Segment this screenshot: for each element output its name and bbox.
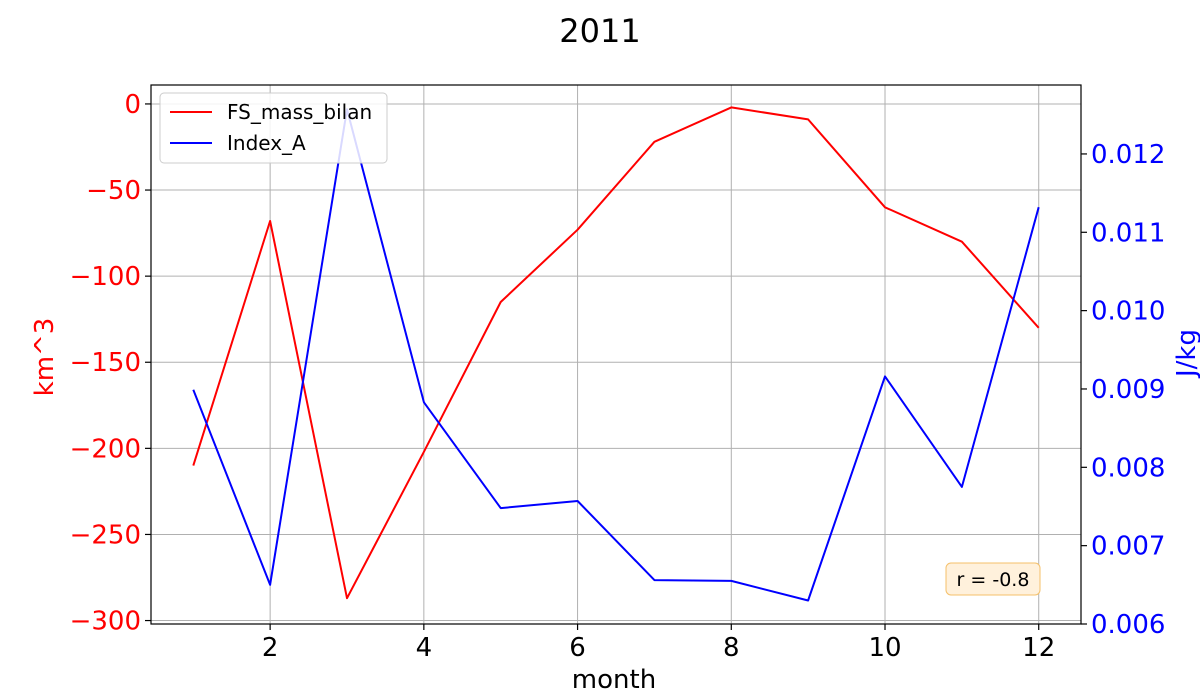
right-tick-label: 0.012: [1091, 140, 1165, 170]
left-axis-ticks: 0 −50 −100 −150 −200 −250 −300: [70, 90, 151, 637]
left-tick-label: −250: [70, 520, 141, 550]
left-tick-label: −50: [86, 176, 141, 206]
series-line-fs-mass-bilan: [192, 106, 1040, 600]
annotation-text: r = -0.8: [957, 569, 1030, 591]
x-axis-label: month: [572, 665, 656, 695]
x-tick-label: 4: [416, 633, 433, 663]
series-lines: [192, 106, 1040, 602]
left-axis-label: km^3: [30, 318, 60, 397]
left-tick-label: −200: [70, 434, 141, 464]
grid: [151, 85, 1081, 624]
legend: FS_mass_bilan Index_A: [159, 92, 388, 164]
x-tick-label: 6: [569, 633, 586, 663]
series-line-index-a: [192, 108, 1040, 602]
legend-label-fs-mass-bilan: FS_mass_bilan: [227, 100, 372, 124]
correlation-annotation: r = -0.8: [945, 562, 1041, 596]
right-axis-ticks: 0.006 0.007 0.008 0.009 0.010 0.011 0.012: [1081, 140, 1165, 640]
x-tick-label: 12: [1022, 633, 1055, 663]
legend-label-index-a: Index_A: [227, 131, 306, 155]
plot-frame: [150, 84, 1082, 625]
right-axis-label: J/kg: [1172, 329, 1200, 379]
right-tick-label: 0.011: [1091, 218, 1165, 248]
left-tick-label: −100: [70, 262, 141, 292]
left-tick-label: −300: [70, 607, 141, 637]
left-tick-label: −150: [70, 348, 141, 378]
x-tick-label: 10: [868, 633, 901, 663]
x-axis-ticks: 2 4 6 8 10 12: [262, 624, 1055, 663]
x-tick-label: 2: [262, 633, 279, 663]
right-tick-label: 0.009: [1091, 375, 1165, 405]
left-tick-label: 0: [124, 90, 141, 120]
right-tick-label: 0.007: [1091, 532, 1165, 562]
x-tick-label: 8: [723, 633, 740, 663]
right-tick-label: 0.006: [1091, 610, 1165, 640]
right-tick-label: 0.008: [1091, 453, 1165, 483]
annotation-box: [945, 562, 1041, 596]
right-tick-label: 0.010: [1091, 297, 1165, 327]
chart-title: 2011: [559, 12, 640, 50]
legend-box: [159, 92, 388, 164]
